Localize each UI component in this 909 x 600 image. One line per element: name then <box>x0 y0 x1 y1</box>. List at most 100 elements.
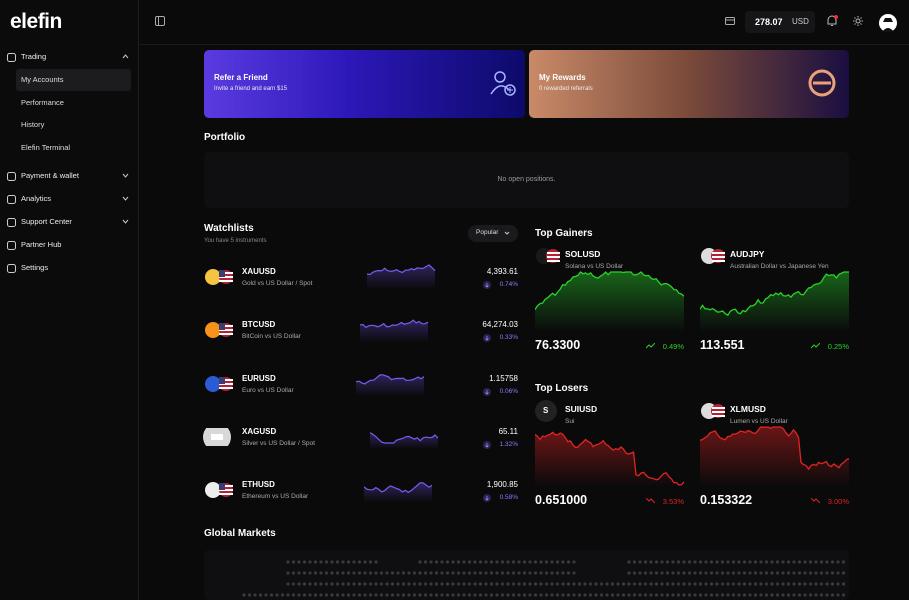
change: 1.32% <box>499 440 518 448</box>
icon-letter: S <box>543 406 549 415</box>
sparkline <box>370 432 439 449</box>
mini-chart <box>535 271 684 332</box>
symbol[interactable]: SOLUSD <box>565 249 601 259</box>
banner-title: Refer a Friend <box>214 73 268 82</box>
nav-icon <box>7 264 16 273</box>
theme-icon[interactable] <box>853 16 863 26</box>
symbol[interactable]: XAUUSD <box>242 267 276 276</box>
change: 0.33% <box>499 334 518 342</box>
chevron <box>504 231 510 235</box>
trend-icon <box>811 498 820 504</box>
balance: 278.07 <box>755 17 783 27</box>
instrument-icon <box>205 375 233 392</box>
symbol[interactable]: SUIUSD <box>565 404 598 414</box>
chevron <box>122 196 129 201</box>
symbol[interactable]: AUDJPY <box>730 249 765 259</box>
trend-icon <box>646 498 655 504</box>
world-map <box>242 560 846 597</box>
wallet-icon[interactable] <box>725 17 735 25</box>
nav-item[interactable]: Payment & wallet <box>21 171 79 180</box>
chevron <box>122 219 129 224</box>
collapse-icon[interactable] <box>155 16 165 26</box>
instrument-name: Lumen vs US Dollar <box>730 418 788 425</box>
change: 0.74% <box>499 281 518 288</box>
price: 1.15758 <box>489 373 518 383</box>
avatar[interactable] <box>879 14 897 32</box>
sparkline <box>367 264 436 289</box>
card-icon <box>535 400 557 422</box>
banner-subtitle: 0 rewarded referrals <box>539 86 593 92</box>
nav-icon <box>7 241 16 250</box>
card-icon <box>701 248 725 264</box>
down-arrow <box>483 334 491 343</box>
nav-icon <box>7 53 16 62</box>
currency: USD <box>792 17 809 26</box>
instrument-name: Silver vs US Dollar / Spot <box>242 439 315 447</box>
change: 0.06% <box>499 387 518 395</box>
price: 0.651000 <box>535 493 588 507</box>
symbol[interactable]: BTCUSD <box>242 320 276 330</box>
down-arrow <box>483 387 491 396</box>
price: 65.11 <box>498 426 518 436</box>
trend-icon <box>811 343 820 349</box>
nav-icon <box>7 218 16 227</box>
card-icon <box>536 248 560 264</box>
symbol[interactable]: EURUSD <box>242 373 276 383</box>
price: 76.3300 <box>535 338 581 352</box>
banner[interactable]: Refer a Friend Invite a friend and earn $… <box>204 50 525 118</box>
instrument-icon <box>205 322 233 339</box>
banner[interactable]: My Rewards 0 rewarded referrals <box>529 50 849 118</box>
change: 0.25% <box>827 342 849 351</box>
nav-item[interactable]: Trading <box>21 52 47 61</box>
section-title: Portfolio <box>204 132 246 143</box>
nav-item[interactable]: Settings <box>21 263 49 272</box>
price: 113.551 <box>700 338 745 352</box>
nav-subitem[interactable]: Elefin Terminal <box>21 142 71 152</box>
mini-chart <box>700 426 849 487</box>
instrument-name: Euro vs US Dollar <box>242 386 294 394</box>
instrument-name: Ethereum vs US Dollar <box>242 493 309 501</box>
symbol[interactable]: ETHUSD <box>242 480 275 490</box>
sidebar: elefin Trading My Accounts Performance Hist… <box>0 0 139 600</box>
mini-chart <box>700 271 849 332</box>
nav-item[interactable]: Support Center <box>21 217 72 226</box>
instrument-icon <box>205 269 233 285</box>
nav-selected[interactable] <box>16 69 131 91</box>
down-arrow <box>483 281 491 289</box>
bell-icon[interactable] <box>825 14 839 28</box>
filter-dropdown[interactable]: Popular <box>468 225 518 242</box>
change: 0.58% <box>499 494 518 502</box>
top-bar: 278.07 USD <box>139 0 909 45</box>
price: 64,274.03 <box>482 320 518 330</box>
instrument-name: BitCoin vs US Dollar <box>242 333 301 341</box>
chevron <box>122 54 129 59</box>
instrument-name: Gold vs US Dollar / Spot <box>242 280 313 287</box>
banner-icon <box>808 69 836 97</box>
symbol[interactable]: XAGUSD <box>242 426 277 436</box>
instrument-icon <box>203 427 231 446</box>
symbol[interactable]: XLMUSD <box>730 404 766 414</box>
nav-subitem[interactable]: My Accounts <box>21 75 64 84</box>
sparkline <box>364 482 433 503</box>
nav-item[interactable]: Partner Hub <box>21 240 62 249</box>
section-title: Top Gainers <box>535 228 593 239</box>
down-arrow <box>483 440 491 449</box>
nav-subitem[interactable]: Performance <box>21 97 64 107</box>
watchlist-subtitle: You have 5 instruments <box>204 238 267 244</box>
nav-subitem[interactable]: History <box>21 120 45 129</box>
change: 0.49% <box>662 342 684 351</box>
banner-icon <box>490 71 516 96</box>
trend-icon <box>646 343 655 349</box>
nav-icon <box>7 195 16 204</box>
instrument-name: Australian Dollar vs Japanese Yen <box>730 263 829 270</box>
nav-item[interactable]: Analytics <box>21 194 52 203</box>
section-title: Watchlists <box>204 223 254 234</box>
banner-subtitle: Invite a friend and earn $15 <box>214 86 288 92</box>
balance-box[interactable]: 278.07 USD <box>745 11 815 33</box>
instrument-name: Sui <box>565 418 575 425</box>
filter-label: Popular <box>476 229 499 236</box>
map-box <box>204 550 849 600</box>
logo[interactable]: elefin <box>10 10 62 33</box>
